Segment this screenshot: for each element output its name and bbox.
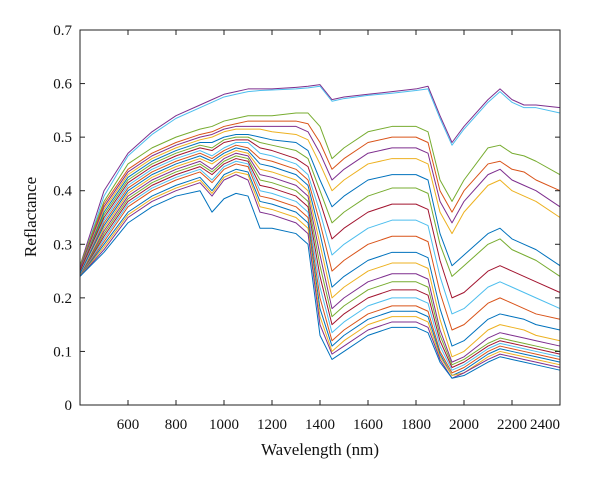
series-line-15 [79, 155, 561, 366]
series-line-5 [79, 125, 561, 269]
series-line-14 [79, 152, 561, 363]
x-tick-label: 1800 [401, 417, 431, 433]
x-tick-label: 2200 [497, 417, 527, 433]
series-line-1 [79, 84, 561, 266]
x-tick-label: 2400 [530, 417, 560, 433]
x-tick-label: 1200 [257, 417, 287, 433]
x-tick-label: 1000 [209, 417, 239, 433]
series-line-16 [79, 158, 561, 368]
series-line-20 [79, 171, 561, 377]
series-line-8 [79, 136, 561, 277]
series-line-13 [79, 150, 561, 358]
x-tick-label: 1600 [353, 417, 383, 433]
series-line-9 [79, 139, 561, 299]
y-tick-label: 0.5 [53, 130, 72, 146]
series-lines [79, 84, 561, 379]
series-line-10 [79, 142, 561, 315]
y-tick-label: 0 [65, 398, 73, 414]
y-tick-label: 0.6 [53, 77, 72, 93]
y-tick-label: 0.2 [53, 291, 72, 307]
x-tick-label: 2000 [449, 417, 479, 433]
y-axis-label: Reflactance [21, 177, 40, 257]
y-tick-label: 0.1 [53, 344, 72, 360]
series-line-19 [79, 168, 561, 377]
series-line-22 [79, 190, 561, 379]
series-line-21 [79, 174, 561, 379]
series-line-17 [79, 160, 561, 371]
y-tick-label: 0.3 [53, 237, 72, 253]
series-line-4 [79, 120, 561, 269]
series-line-11 [79, 144, 561, 331]
x-tick-label: 600 [117, 417, 140, 433]
x-axis: 600 800 1000 1200 1400 1600 1800 2000 2200 2400 [117, 30, 561, 433]
series-line-12 [79, 147, 561, 347]
y-tick-label: 0.4 [53, 184, 72, 200]
series-line-7 [79, 133, 561, 272]
y-tick-label: 0.7 [53, 23, 72, 39]
x-tick-label: 1400 [305, 417, 335, 433]
series-line-3 [79, 112, 561, 266]
series-line-18 [79, 163, 561, 374]
x-tick-label: 800 [165, 417, 188, 433]
series-line-6 [79, 128, 561, 272]
y-axis: 0 0.1 0.2 0.3 0.4 0.5 0.6 0.7 [53, 23, 560, 414]
series-line-2 [79, 85, 561, 269]
x-axis-label: Wavelength (nm) [261, 440, 379, 459]
